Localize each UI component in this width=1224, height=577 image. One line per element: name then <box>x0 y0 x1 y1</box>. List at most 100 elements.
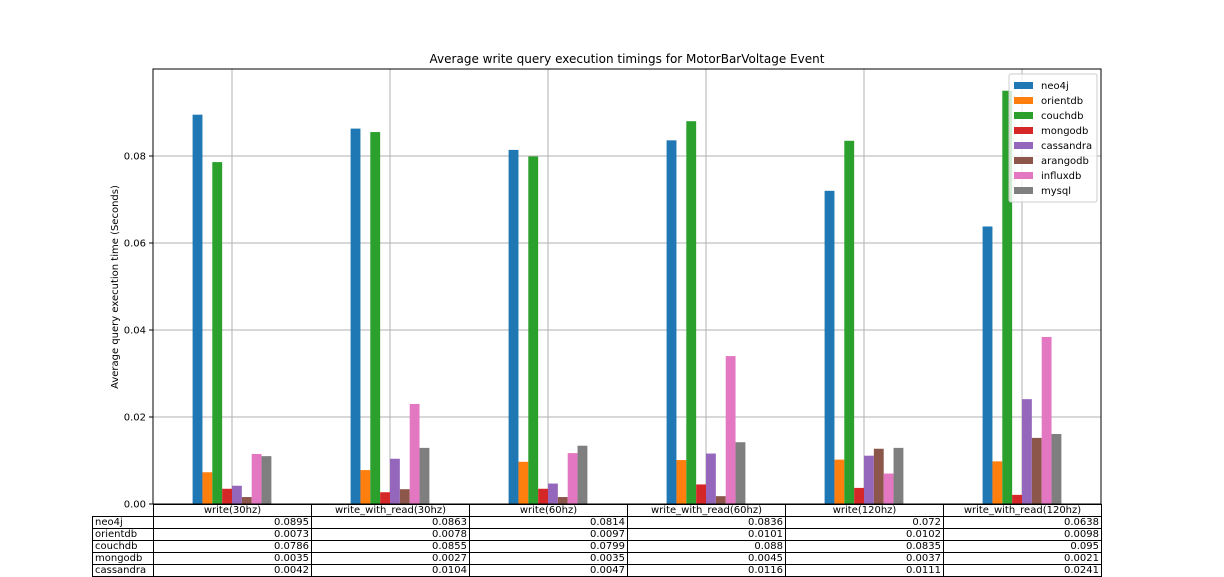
table-row-label: orientdb <box>92 528 154 541</box>
legend-swatch-orientdb <box>1014 97 1033 104</box>
table-cell: 0.0111 <box>785 564 944 577</box>
bar-influxdb <box>883 473 894 504</box>
bar-cassandra <box>390 458 400 504</box>
table-cell: 0.0836 <box>627 516 786 529</box>
bar-arangodb <box>557 497 568 504</box>
bar-couchdb <box>528 156 539 504</box>
bar-mysql <box>577 445 588 504</box>
table-cell: 0.0078 <box>311 528 470 541</box>
bar-couchdb <box>370 132 381 504</box>
bar-mongodb <box>538 488 548 504</box>
table-row: cassandra 0.0042 0.0104 0.0047 0.0116 0.… <box>92 564 1102 577</box>
table-column-header: write_with_read(60hz) <box>627 504 786 517</box>
table-cell: 0.0035 <box>469 552 628 565</box>
legend-label-neo4j: neo4j <box>1041 81 1069 92</box>
table-cell: 0.0042 <box>153 564 312 577</box>
bar-couchdb <box>686 121 697 504</box>
table-cell: 0.0098 <box>943 528 1102 541</box>
bar-mysql <box>419 447 430 504</box>
bar-influxdb <box>251 453 262 504</box>
legend-swatch-cassandra <box>1014 142 1033 149</box>
legend-swatch-couchdb <box>1014 112 1033 119</box>
legend-label-cassandra: cassandra <box>1041 141 1092 152</box>
table-cell: 0.0855 <box>311 540 470 553</box>
bar-neo4j <box>508 149 519 504</box>
table-row: orientdb 0.0073 0.0078 0.0097 0.0101 0.0… <box>92 528 1102 541</box>
bars-group <box>192 90 1062 505</box>
y-tick-label: 0.08 <box>124 152 146 163</box>
bar-orientdb <box>202 472 213 504</box>
plot-area-border <box>152 68 1102 505</box>
bar-cassandra <box>706 453 716 504</box>
table-column-header: write(120hz) <box>785 504 944 517</box>
table-cell: 0.0102 <box>785 528 944 541</box>
bar-neo4j <box>192 114 203 505</box>
table-cell: 0.0863 <box>311 516 470 529</box>
bar-arangodb <box>873 448 884 504</box>
legend-label-orientdb: orientdb <box>1041 96 1083 107</box>
table-cell: 0.0799 <box>469 540 628 553</box>
bar-orientdb <box>992 461 1003 504</box>
grid-lines <box>153 69 1101 504</box>
table-cell: 0.0786 <box>153 540 312 553</box>
table-cell: 0.0814 <box>469 516 628 529</box>
table-cell: 0.072 <box>785 516 944 529</box>
legend-label-mongodb: mongodb <box>1041 126 1088 137</box>
table-row-label: cassandra <box>92 564 154 577</box>
table-row: neo4j 0.0895 0.0863 0.0814 0.0836 0.072 … <box>92 516 1102 529</box>
y-axis-ticks: 0.00 0.02 0.04 0.06 0.08 <box>124 152 153 511</box>
table-cell: 0.0104 <box>311 564 470 577</box>
table-corner <box>93 505 154 517</box>
table-column-header: write_with_read(120hz) <box>943 504 1102 517</box>
table-cell: 0.0835 <box>785 540 944 553</box>
bar-arangodb <box>399 489 410 504</box>
bar-mongodb <box>696 484 706 504</box>
y-axis-label: Average query execution time (Seconds) <box>110 185 121 389</box>
bar-influxdb <box>725 356 736 504</box>
table-cell: 0.095 <box>943 540 1102 553</box>
table-cell: 0.0035 <box>153 552 312 565</box>
bar-cassandra <box>232 485 242 504</box>
bar-orientdb <box>676 460 687 504</box>
table-row-label: mongodb <box>92 552 154 565</box>
bar-orientdb <box>518 461 529 504</box>
table-cell: 0.0097 <box>469 528 628 541</box>
y-tick-label: 0.06 <box>124 239 146 250</box>
bar-couchdb <box>212 162 223 504</box>
legend-label-couchdb: couchdb <box>1041 111 1084 122</box>
table-row: couchdb 0.0786 0.0855 0.0799 0.088 0.083… <box>92 540 1102 553</box>
table-cell: 0.0027 <box>311 552 470 565</box>
table-column-header: write(60hz) <box>469 504 628 517</box>
legend-label-arangodb: arangodb <box>1041 156 1089 167</box>
y-tick-label: 0.02 <box>124 413 146 424</box>
bar-couchdb <box>1002 90 1013 504</box>
table-cell: 0.0073 <box>153 528 312 541</box>
bar-arangodb <box>1031 437 1042 504</box>
bar-mysql <box>735 442 746 504</box>
table-cell: 0.0021 <box>943 552 1102 565</box>
legend-label-influxdb: influxdb <box>1041 171 1081 182</box>
legend: neo4j orientdb couchdb mongodb cassandra aran… <box>1008 73 1098 203</box>
legend-swatch-influxdb <box>1014 172 1033 179</box>
table-header-row: write(30hz) write_with_read(30hz) write(… <box>93 504 1102 517</box>
table-row: mongodb 0.0035 0.0027 0.0035 0.0045 0.00… <box>92 552 1102 565</box>
bar-neo4j <box>982 226 993 504</box>
bar-mysql <box>1051 433 1062 504</box>
table-cell: 0.0101 <box>627 528 786 541</box>
bar-cassandra <box>548 483 558 504</box>
bar-mongodb <box>380 492 390 504</box>
bar-mysql <box>261 456 272 504</box>
bar-neo4j <box>666 140 677 504</box>
table-cell: 0.0638 <box>943 516 1102 529</box>
bar-neo4j <box>350 128 361 504</box>
legend-label-mysql: mysql <box>1041 186 1071 197</box>
table-cell: 0.088 <box>627 540 786 553</box>
bar-mysql <box>893 447 904 504</box>
legend-swatch-arangodb <box>1014 157 1033 164</box>
table-cell: 0.0037 <box>785 552 944 565</box>
bar-cassandra <box>1022 399 1032 504</box>
bar-orientdb <box>834 459 845 504</box>
table-cell: 0.0047 <box>469 564 628 577</box>
legend-box <box>1008 73 1098 203</box>
